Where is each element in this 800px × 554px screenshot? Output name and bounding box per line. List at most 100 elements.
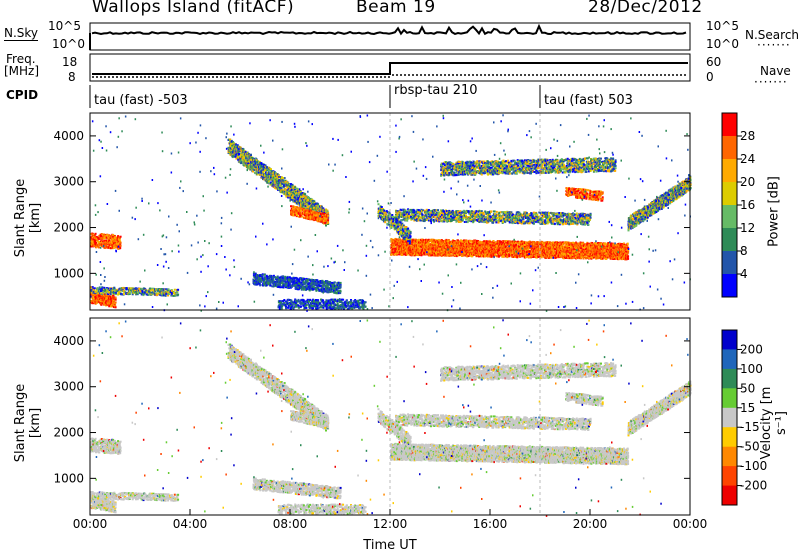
- power-cell-3923: [322, 299, 325, 302]
- power-cell-345: [103, 286, 106, 289]
- power-cell-624: [161, 288, 164, 291]
- power-cell-436: [122, 293, 125, 296]
- power-cell-2588: [292, 207, 295, 210]
- power-cell-957: [112, 244, 115, 247]
- power-cell-212: [108, 302, 111, 305]
- power-cell-280: [114, 306, 117, 309]
- power-cell-581: [153, 292, 156, 295]
- power-cell-2165: [301, 201, 304, 203]
- power-cell-563: [149, 287, 152, 290]
- power-cell-2554: [326, 210, 329, 213]
- power-cell-3189: [282, 275, 285, 278]
- power-cell-406: [116, 288, 119, 291]
- power-cell-1988: [290, 194, 293, 197]
- power-cell-1385: [250, 162, 253, 165]
- power-cell-1147: [234, 155, 237, 158]
- power-cell-2245: [307, 206, 310, 209]
- power-cell-2305: [311, 198, 314, 201]
- power-cell-437: [122, 289, 125, 292]
- power-cell-2525: [325, 224, 327, 227]
- power-cell-971: [114, 239, 117, 242]
- power-cell-255: [112, 294, 115, 297]
- power-cell-2176: [302, 205, 305, 208]
- power-cell-564: [149, 289, 152, 292]
- power-cell-433: [122, 288, 125, 291]
- power-cell-1025: [118, 239, 121, 242]
- power-cell-1063: [229, 154, 232, 156]
- power-cell-621: [160, 291, 163, 294]
- power-cell-603: [157, 292, 160, 295]
- power-cell-407: [116, 290, 119, 293]
- power-cell-327: [99, 288, 102, 291]
- power-cell-583: [154, 289, 157, 292]
- power-cell-59: [95, 297, 97, 300]
- power-cell-3004: [261, 274, 264, 277]
- power-cell-1042: [227, 138, 230, 141]
- power-cell-550: [147, 293, 150, 296]
- power-cell-1885: [284, 183, 287, 186]
- power-cell-1698: [271, 173, 274, 176]
- power-cell-600: [156, 289, 159, 292]
- power-cell-557: [148, 293, 151, 296]
- power-cell-4047: [345, 299, 348, 302]
- power-cell-2034: [293, 192, 296, 194]
- power-cell-525: [141, 291, 144, 294]
- power-cell-1551: [261, 174, 264, 177]
- power-cell-2568: [290, 209, 292, 212]
- power-cell-1032: [119, 235, 122, 238]
- nsky-frame: [89, 22, 691, 51]
- power-cell-642: [164, 294, 167, 297]
- power-cell-2092: [297, 188, 300, 191]
- power-cell-801: [100, 237, 102, 240]
- power-cell-1171: [236, 153, 239, 156]
- power-cell-2204: [304, 193, 307, 196]
- power-cell-3160: [279, 283, 282, 286]
- power-cell-3743: [285, 307, 287, 310]
- power-cell-1559: [262, 178, 265, 181]
- power-cell-334: [101, 286, 104, 289]
- power-cell-474: [131, 293, 134, 296]
- power-cell-2150: [300, 196, 303, 199]
- power-cell-943: [112, 234, 115, 236]
- power-cell-1449: [255, 160, 258, 163]
- power-cell-1650: [268, 172, 271, 175]
- power-cell-1770: [276, 176, 279, 179]
- power-cell-569: [150, 287, 153, 290]
- power-cell-1080: [230, 149, 233, 152]
- power-cell-646: [165, 291, 168, 294]
- power-cell-1381: [250, 160, 253, 163]
- power-cell-1936: [287, 196, 290, 199]
- power-cell-573: [151, 288, 154, 291]
- power-cell-2639: [297, 211, 300, 214]
- power-cell-301: [92, 288, 95, 291]
- power-cell-481: [132, 291, 135, 294]
- power-cell-462: [128, 290, 131, 293]
- power-cell-676: [173, 288, 176, 291]
- power-cell-1319: [246, 152, 249, 155]
- power-cell-873: [105, 239, 108, 242]
- power-cell-1240: [240, 150, 243, 153]
- power-cell-2057: [295, 190, 297, 193]
- power-cell-1274: [243, 163, 246, 166]
- power-cell-4130: [362, 307, 365, 310]
- power-cell-309: [95, 291, 97, 294]
- power-cell-1310: [245, 157, 248, 160]
- power-cell-672: [172, 294, 175, 297]
- power-cell-1731: [273, 171, 276, 174]
- power-cell-358: [107, 293, 110, 296]
- power-cell-3703: [339, 290, 342, 293]
- power-cell-1481: [257, 164, 260, 167]
- power-cell-808: [100, 233, 103, 235]
- power-cell-2628: [296, 206, 299, 209]
- power-cell-2042: [294, 186, 297, 189]
- power-cell-1847: [281, 186, 284, 189]
- power-cell-517: [140, 290, 142, 293]
- power-cell-1367: [249, 168, 252, 171]
- power-cell-1408: [252, 170, 255, 173]
- power-cell-3347: [298, 280, 301, 283]
- power-cell-727: [92, 233, 95, 236]
- power-cell-341: [102, 289, 105, 292]
- power-cell-1411: [252, 166, 255, 169]
- power-cell-487: [134, 289, 137, 292]
- power-cell-1515: [259, 161, 262, 164]
